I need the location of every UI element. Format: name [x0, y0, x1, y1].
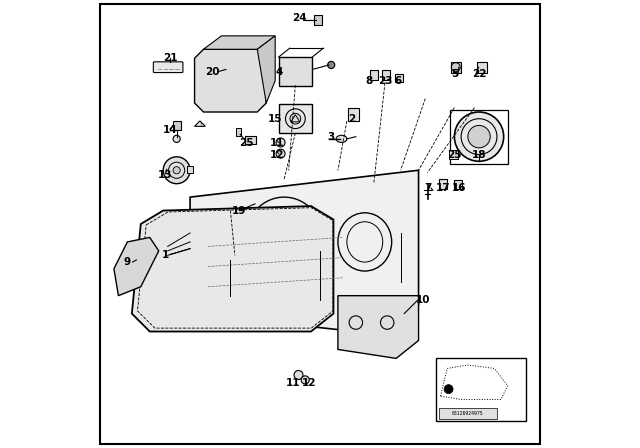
Text: 63126924975: 63126924975: [452, 411, 484, 416]
Bar: [382, 70, 390, 80]
Text: 10: 10: [416, 295, 430, 305]
Text: 15: 15: [268, 114, 282, 124]
Bar: [436, 358, 526, 421]
Bar: [348, 108, 359, 121]
Text: 11: 11: [286, 378, 300, 388]
Text: 21: 21: [163, 53, 177, 63]
Bar: [187, 166, 193, 173]
Circle shape: [328, 61, 335, 69]
Circle shape: [454, 112, 504, 161]
Polygon shape: [291, 115, 300, 122]
Text: 14: 14: [163, 125, 177, 135]
Circle shape: [301, 376, 309, 384]
Polygon shape: [132, 206, 333, 332]
Text: !: !: [199, 122, 201, 127]
Bar: [278, 104, 312, 134]
Text: 22: 22: [472, 69, 486, 79]
Bar: [449, 150, 458, 159]
Text: 12: 12: [301, 378, 316, 388]
Text: 12: 12: [270, 150, 285, 159]
Circle shape: [468, 125, 490, 148]
Bar: [236, 128, 241, 136]
Bar: [395, 74, 403, 82]
Circle shape: [276, 149, 285, 158]
Polygon shape: [195, 49, 266, 112]
Bar: [314, 15, 322, 25]
Polygon shape: [257, 36, 275, 103]
Polygon shape: [204, 36, 275, 49]
Text: 19: 19: [232, 206, 246, 215]
Text: 17: 17: [436, 183, 451, 193]
Bar: [439, 408, 497, 419]
Text: 3: 3: [328, 132, 335, 142]
Text: 18: 18: [472, 150, 486, 159]
Text: 7: 7: [424, 183, 431, 193]
Polygon shape: [114, 237, 159, 296]
Text: 25: 25: [447, 150, 461, 159]
Text: 16: 16: [452, 183, 466, 193]
Bar: [370, 70, 378, 80]
Bar: [451, 62, 461, 73]
Text: 24: 24: [292, 13, 307, 23]
Text: 23: 23: [378, 76, 392, 86]
Text: 5: 5: [451, 69, 458, 79]
Bar: [477, 62, 487, 73]
Circle shape: [173, 135, 180, 142]
Text: 4: 4: [276, 67, 284, 77]
Ellipse shape: [336, 135, 347, 142]
Text: 2: 2: [348, 114, 355, 124]
Polygon shape: [190, 170, 419, 332]
FancyBboxPatch shape: [154, 62, 183, 73]
Text: 20: 20: [205, 67, 220, 77]
Text: 9: 9: [124, 257, 131, 267]
Circle shape: [290, 113, 301, 124]
Polygon shape: [195, 121, 205, 126]
Text: 25: 25: [239, 138, 253, 148]
Bar: [278, 57, 312, 86]
Circle shape: [276, 138, 285, 147]
Circle shape: [294, 370, 303, 379]
Text: 11: 11: [270, 138, 285, 148]
Bar: [454, 180, 462, 189]
Polygon shape: [338, 296, 419, 358]
Circle shape: [444, 385, 453, 394]
Text: 8: 8: [365, 76, 373, 86]
Text: 1: 1: [162, 250, 169, 260]
Text: 6: 6: [395, 76, 402, 86]
Bar: [245, 136, 256, 144]
Text: 13: 13: [158, 170, 173, 180]
Bar: [450, 110, 508, 164]
Bar: [439, 179, 447, 189]
Circle shape: [173, 167, 180, 174]
Bar: [173, 121, 180, 130]
Circle shape: [163, 157, 190, 184]
